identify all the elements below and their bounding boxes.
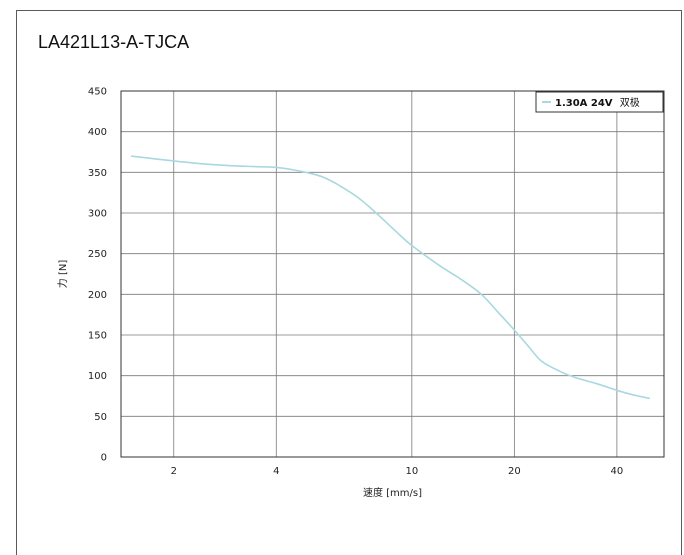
legend-label-suffix: 双极 xyxy=(620,96,640,109)
chart-title: LA421L13-A-TJCA xyxy=(38,32,190,52)
y-tick-label: 300 xyxy=(88,209,107,220)
x-tick-label: 40 xyxy=(611,466,624,477)
y-tick-label: 400 xyxy=(88,127,107,138)
y-tick-label: 450 xyxy=(88,87,107,98)
legend: 1.30A 24V 双极 xyxy=(535,91,664,113)
y-tick-label: 50 xyxy=(94,412,107,423)
x-axis-label: 速度 [mm/s] xyxy=(363,486,422,499)
legend-label: 1.30A 24V 双极 xyxy=(555,96,640,109)
legend-box xyxy=(535,91,664,113)
y-tick-label: 100 xyxy=(88,371,107,382)
series-layer xyxy=(131,155,651,400)
grid xyxy=(121,90,664,457)
y-tick-label: 200 xyxy=(88,290,107,301)
y-tick-label: 150 xyxy=(88,331,107,342)
x-tick-label: 20 xyxy=(508,466,521,477)
y-axis-label: 力 [N] xyxy=(56,260,69,289)
plot-area-border xyxy=(120,90,665,458)
x-tick-label: 2 xyxy=(171,466,177,477)
x-tick-label: 10 xyxy=(405,466,418,477)
axes xyxy=(120,90,665,458)
tick-labels: 0 50 100 150 200 250 300 350 400 450 2 4 10 20 40 xyxy=(88,87,623,478)
y-tick-label: 0 xyxy=(101,453,107,464)
x-tick-label: 4 xyxy=(273,466,279,477)
series-line xyxy=(131,155,651,400)
legend-label-bold: 1.30A 24V xyxy=(555,98,613,109)
chart-frame xyxy=(16,10,682,555)
y-tick-label: 250 xyxy=(88,249,107,260)
y-tick-label: 350 xyxy=(88,168,107,179)
